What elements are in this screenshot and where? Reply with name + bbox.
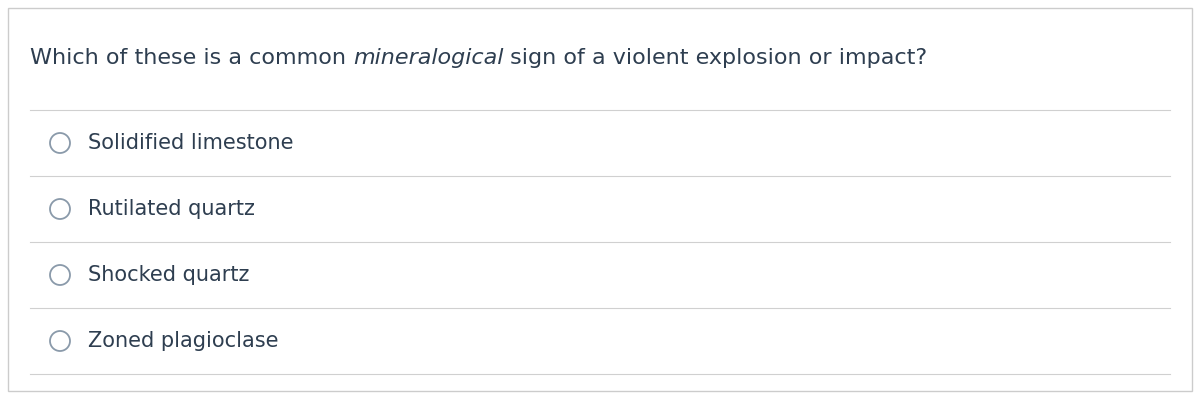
Text: Zoned plagioclase: Zoned plagioclase [88, 331, 278, 351]
Text: sign of a violent explosion or impact?: sign of a violent explosion or impact? [504, 48, 928, 68]
Text: mineralogical: mineralogical [353, 48, 504, 68]
Text: Rutilated quartz: Rutilated quartz [88, 199, 254, 219]
Text: Which of these is a common: Which of these is a common [30, 48, 353, 68]
Text: Solidified limestone: Solidified limestone [88, 133, 294, 153]
Text: Shocked quartz: Shocked quartz [88, 265, 250, 285]
